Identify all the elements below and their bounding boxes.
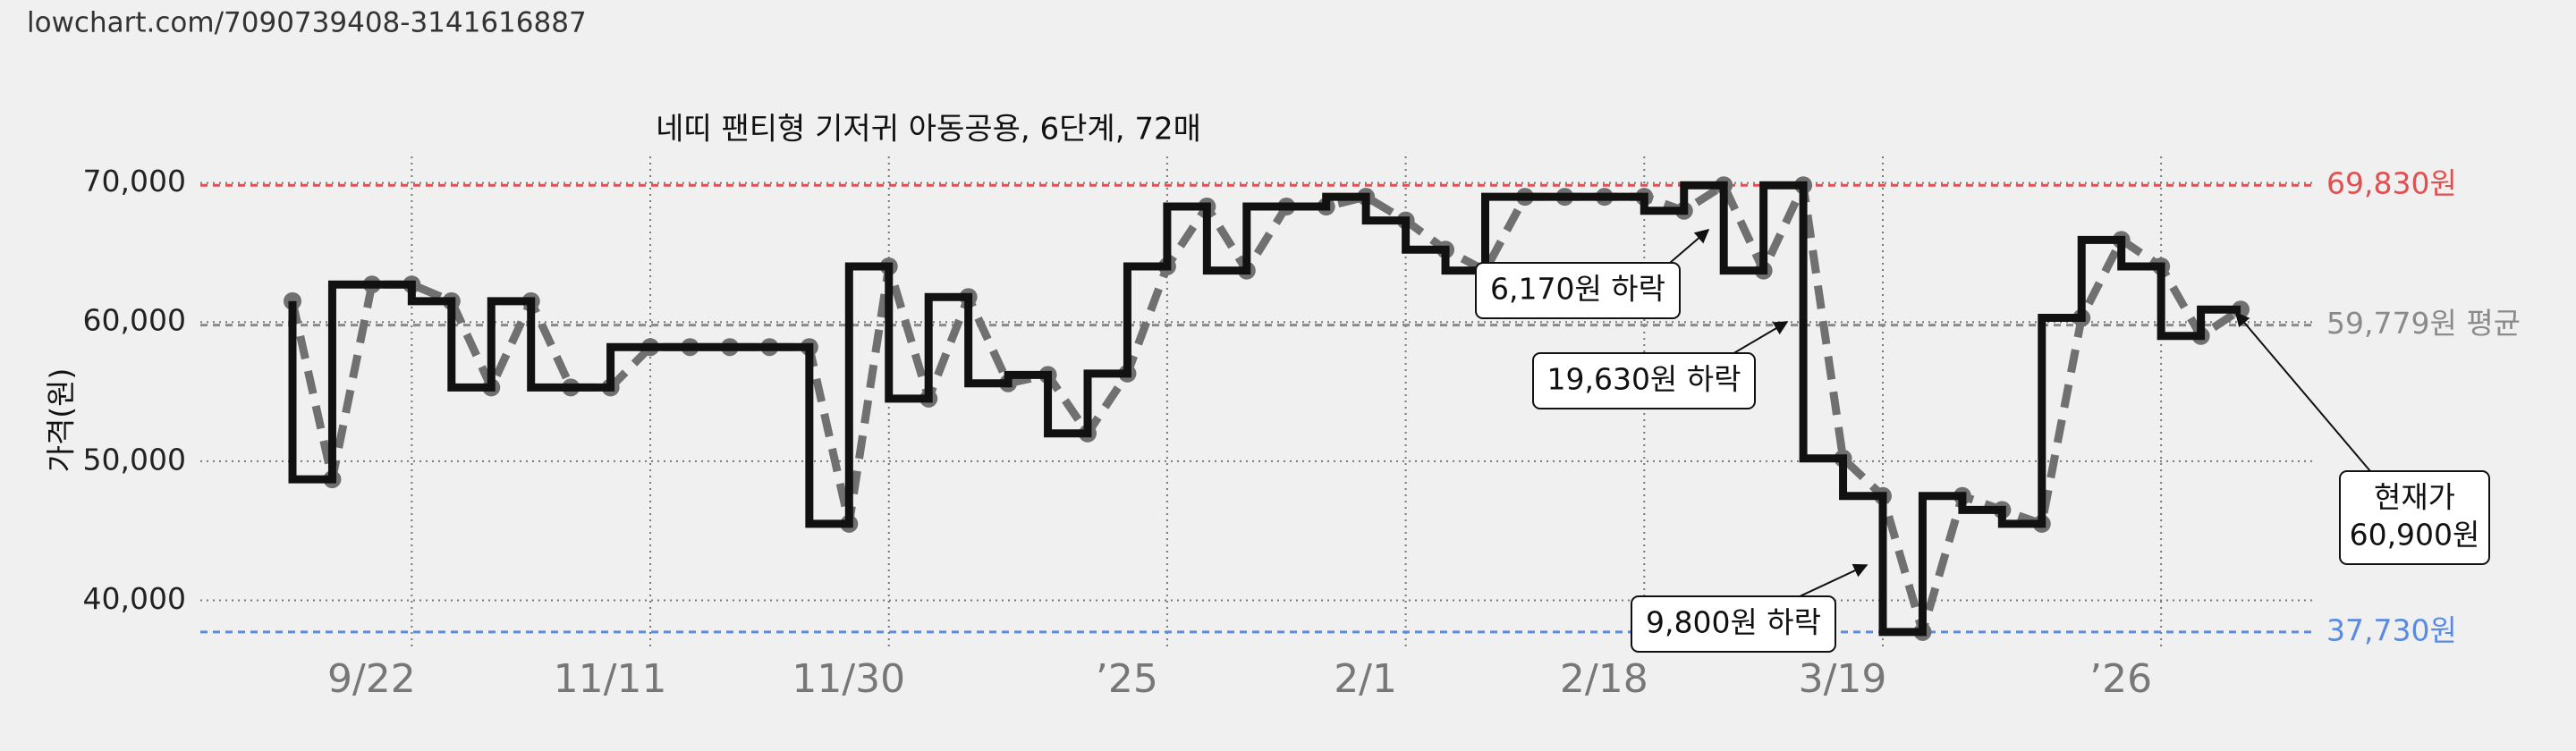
annotation-arrow — [1663, 228, 1710, 269]
chart-title: 네띠 팬티형 기저귀 아동공용, 6단계, 72매 — [656, 112, 1201, 148]
x-tick-label: ’25 — [1096, 656, 1158, 702]
annotation-arrow — [1797, 563, 1868, 598]
y-axis-label: 가격(원) — [44, 368, 79, 473]
reference-label: 37,730원 — [2326, 612, 2457, 647]
reference-label: 69,830원 — [2326, 166, 2457, 201]
annotation-box — [2339, 470, 2490, 565]
reference-label: 59,779원 평균 — [2326, 306, 2521, 341]
x-tick-label: 2/1 — [1334, 656, 1397, 702]
x-tick-label: 2/18 — [1560, 656, 1648, 702]
annotation-text: 19,630원 하락 — [1546, 362, 1741, 397]
step-line — [288, 181, 2241, 637]
annotation-arrow — [2234, 311, 2371, 472]
x-tick-label: 11/11 — [554, 656, 667, 702]
x-tick-label: 9/22 — [327, 656, 416, 702]
x-tick-label: 11/30 — [792, 656, 905, 702]
y-tick-label: 40,000 — [83, 581, 186, 616]
annotation-text: 60,900원 — [2350, 518, 2480, 553]
x-tick-label: ’26 — [2089, 656, 2152, 702]
annotation-arrow — [1725, 321, 1789, 359]
price-line — [288, 181, 2243, 637]
y-tick-label: 70,000 — [83, 164, 186, 198]
annotation-box — [1631, 595, 1836, 653]
annotation-box — [1475, 262, 1681, 319]
annotation-text: 9,800원 하락 — [1646, 605, 1821, 640]
y-tick-label: 60,000 — [83, 303, 186, 338]
annotation-text: 현재가 — [2374, 480, 2455, 515]
y-tick-label: 50,000 — [83, 442, 186, 477]
annotation-text: 6,170원 하락 — [1490, 272, 1665, 307]
x-tick-label: 3/19 — [1799, 656, 1887, 702]
annotation-box — [1532, 352, 1756, 409]
page-url: lowchart.com/7090739408-3141616887 — [27, 7, 587, 39]
